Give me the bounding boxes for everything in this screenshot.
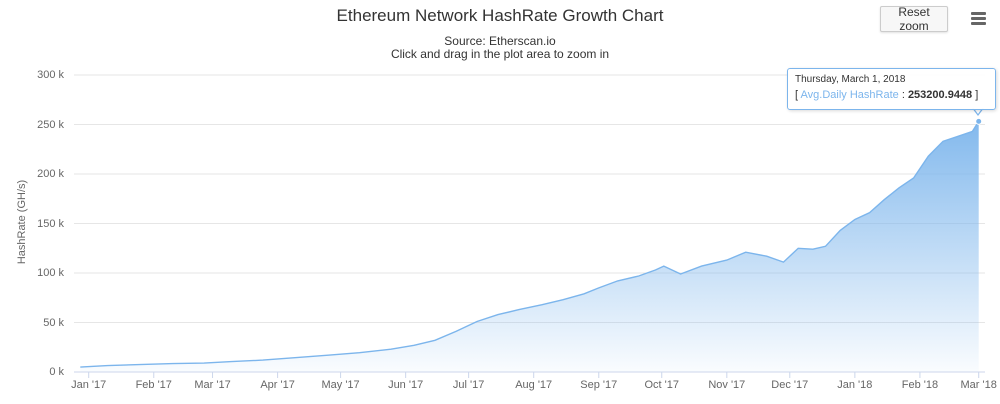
chart-subtitle-source: Source: Etherscan.io [444, 34, 556, 48]
menu-bar [971, 12, 986, 15]
x-tick-label: Mar '18 [960, 379, 997, 391]
x-tick-label: Jan '18 [837, 379, 873, 391]
tooltip-series-name: Avg.Daily HashRate [800, 89, 899, 101]
y-tick-label: 0 k [49, 366, 64, 378]
tooltip-value-line: [ Avg.Daily HashRate : 253200.9448 ] [795, 89, 978, 101]
x-tick-label: Jun '17 [388, 379, 424, 391]
x-axis-tick-marks [88, 372, 980, 378]
tooltip-bracket-close: ] [975, 89, 979, 101]
y-tick-label: 150 k [37, 217, 64, 230]
y-tick-label: 200 k [37, 168, 64, 180]
x-tick-label: Jul '17 [452, 379, 485, 391]
reset-zoom-button[interactable]: Reset zoom [880, 5, 948, 33]
x-tick-label: Apr '17 [260, 379, 295, 391]
tooltip-separator: : [901, 89, 905, 101]
series-area [80, 121, 979, 372]
menu-bar [971, 22, 986, 25]
x-tick-label: Feb '18 [901, 379, 939, 391]
y-tick-label: 50 k [43, 316, 64, 329]
chart-subtitle-hint: Click and drag in the plot area to zoom … [390, 47, 610, 61]
tooltip-arrow-inner [973, 107, 983, 114]
hamburger-menu-icon[interactable] [968, 8, 990, 30]
tooltip-bracket-open: [ [795, 89, 799, 101]
chart-title: Ethereum Network HashRate Growth Chart [336, 6, 664, 25]
y-tick-label: 100 k [37, 267, 64, 279]
y-tick-label: 300 k [37, 69, 64, 81]
x-tick-label: Nov '17 [708, 379, 746, 391]
series-line [80, 120, 980, 368]
x-tick-label: Sep '17 [580, 379, 618, 391]
menu-bar [971, 17, 986, 20]
x-tick-label: Dec '17 [771, 379, 809, 391]
tooltip-date: Thursday, March 1, 2018 [795, 74, 906, 85]
x-tick-label: Aug '17 [515, 379, 553, 391]
tooltip-value: 253200.9448 [907, 89, 973, 101]
tooltip: Thursday, March 1, 2018 [ Avg.Daily Hash… [787, 68, 996, 110]
x-tick-label: Oct '17 [644, 379, 679, 391]
x-tick-label: Jan '17 [71, 379, 107, 391]
x-tick-label: May '17 [321, 379, 360, 391]
x-tick-label: Mar '17 [194, 379, 231, 391]
y-tick-label: 250 k [37, 118, 64, 131]
x-tick-label: Feb '17 [135, 379, 172, 391]
hover-point-marker [975, 117, 983, 125]
